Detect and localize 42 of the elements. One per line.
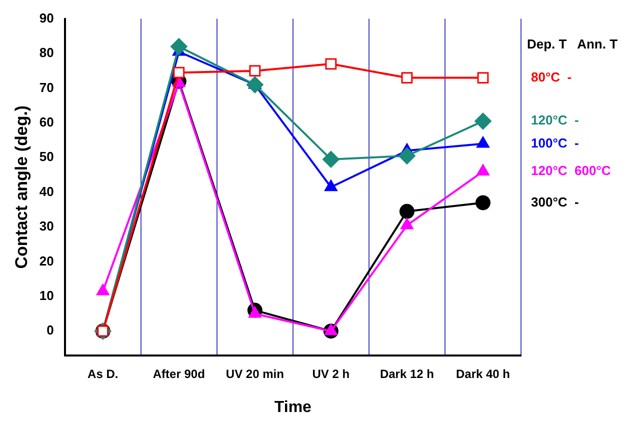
point [476,136,490,148]
y-tick-label: 20 [39,253,54,268]
point [96,284,110,296]
point [401,72,413,84]
y-tick-label: 0 [46,322,54,338]
text: 120°C 600°C [531,163,612,178]
point [325,58,337,70]
point [170,38,188,56]
y-tick-label: 80 [39,45,54,60]
y-tick-label: 10 [39,288,54,303]
y-tick-label: 40 [39,184,54,199]
text: 120°C - [531,112,579,128]
point [477,72,489,84]
point [324,180,338,192]
text: 300°C - [531,194,579,210]
y-axis-title: Contact angle (deg.) [12,105,31,269]
point [246,76,264,94]
point [474,112,492,130]
y-tick-label: 70 [39,80,54,95]
point [248,306,262,318]
legend-title: Dep. T Ann. T [527,36,618,52]
x-tick-label: UV 2 h [312,366,350,381]
x-tick-label: UV 20 min [226,366,284,381]
y-tick-label: 50 [39,149,54,164]
point [249,65,261,77]
point [475,195,490,210]
point [324,324,338,336]
text: 80°C - [531,69,572,84]
point [399,204,414,219]
point [400,218,414,230]
point [398,147,416,164]
x-axis-title: Time [274,398,312,416]
y-tick-label: 90 [39,10,54,26]
x-tick-label: Dark 12 h [380,366,434,381]
x-tick-label: As D. [88,366,118,381]
point [173,66,185,78]
x-tick-label: Dark 40 h [456,366,510,381]
y-tick-label: 60 [39,114,54,130]
point [322,150,340,168]
x-tick-label: After 90d [152,366,205,381]
y-tick-label: 30 [39,218,54,234]
text: 100°C - [531,135,579,150]
